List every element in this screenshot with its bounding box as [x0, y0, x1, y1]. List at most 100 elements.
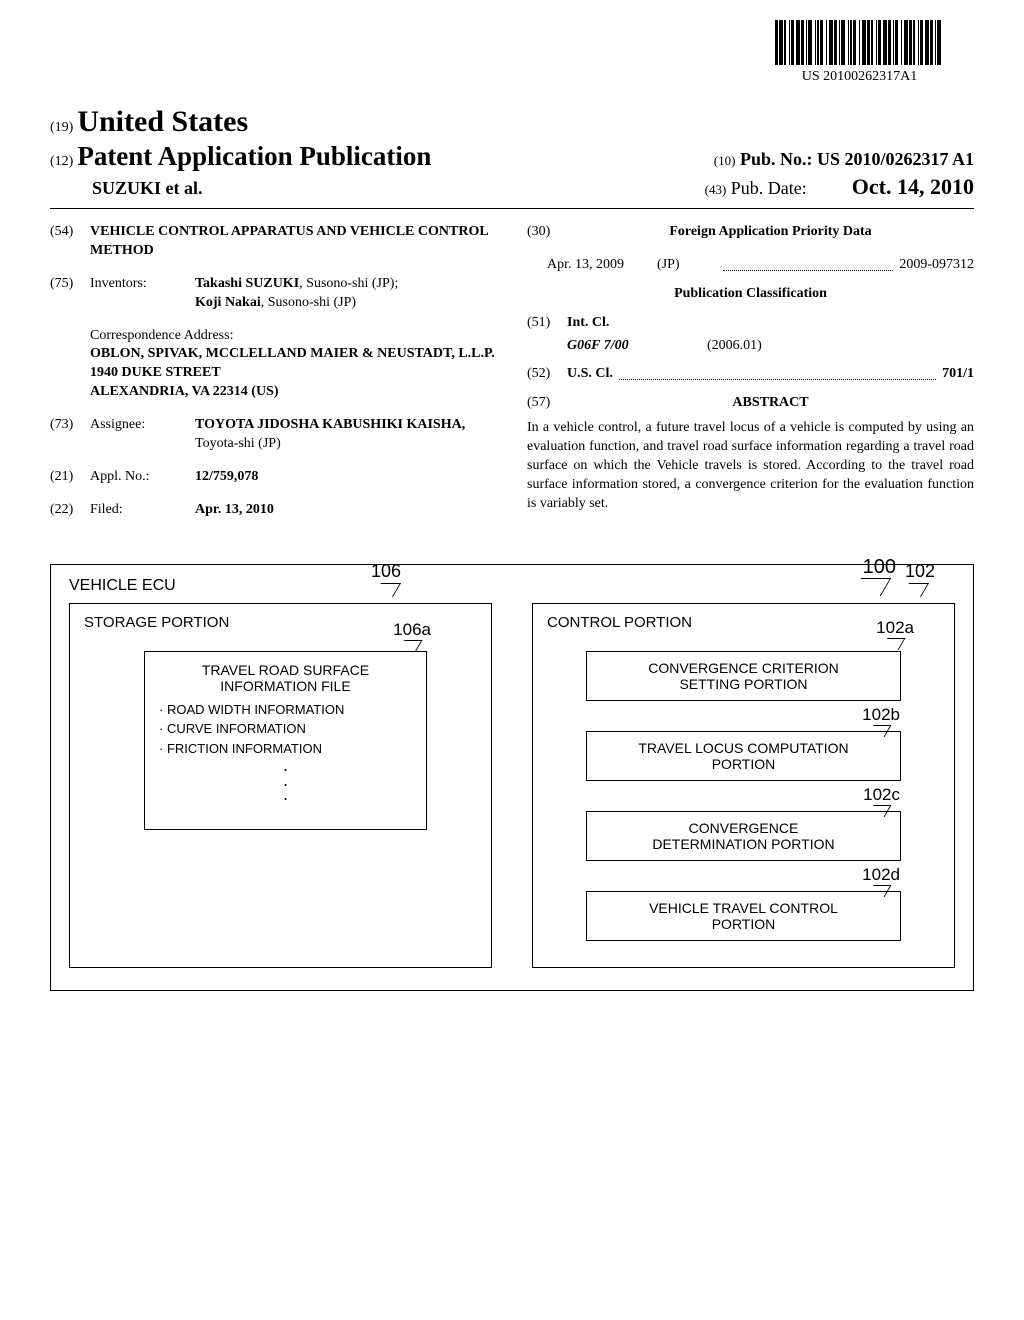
field-22-num: (22)	[50, 501, 90, 520]
pub-no-label: Pub. No.:	[740, 149, 813, 169]
barcode-block: US 20100262317A1	[775, 20, 944, 85]
field-73-label: Assignee:	[90, 416, 195, 454]
field-75-label: Inventors:	[90, 275, 195, 313]
corr-head: Correspondence Address:	[90, 327, 497, 346]
box-102a-l2: SETTING PORTION	[597, 676, 889, 692]
corr-line-3: ALEXANDRIA, VA 22314 (US)	[90, 383, 497, 402]
ref-102c: 102c	[863, 785, 900, 805]
field-22: (22) Filed: Apr. 13, 2010	[50, 501, 497, 520]
bullet-3: · FRICTION INFORMATION	[159, 739, 412, 759]
field-73: (73) Assignee: TOYOTA JIDOSHA KABUSHIKI …	[50, 416, 497, 454]
abstract-text: In a vehicle control, a future travel lo…	[527, 419, 974, 513]
bullet-2: · CURVE INFORMATION	[159, 719, 412, 739]
file-title-1: TRAVEL ROAD SURFACE	[159, 662, 412, 678]
ref-102d: 102d	[862, 865, 900, 885]
dot-leader	[723, 256, 893, 271]
appl-no: 12/759,078	[195, 469, 258, 484]
vertical-dots: ···	[159, 762, 412, 805]
field-73-num: (73)	[50, 416, 90, 454]
authors: SUZUKI et al.	[92, 178, 203, 199]
code-10: (10)	[714, 153, 736, 168]
field-57-num: (57)	[527, 394, 567, 413]
intcl-row: G06F 7/00 (2006.01)	[567, 337, 974, 356]
field-30-num: (30)	[527, 223, 567, 242]
box-102c-l1: CONVERGENCE	[597, 820, 889, 836]
box-102b-l1: TRAVEL LOCUS COMPUTATION	[597, 740, 889, 756]
field-21-num: (21)	[50, 468, 90, 487]
box-102b: TRAVEL LOCUS COMPUTATION PORTION	[586, 731, 900, 781]
intcl-year: (2006.01)	[707, 337, 762, 356]
filed-date: Apr. 13, 2010	[195, 502, 274, 517]
ecu-box: VEHICLE ECU 106 102 STORAGE PORTION 106a…	[50, 564, 974, 991]
inventor-2-name: Koji Nakai	[195, 295, 261, 310]
control-panel: CONTROL PORTION 102a CONVERGENCE CRITERI…	[532, 603, 955, 968]
corr-line-2: 1940 DUKE STREET	[90, 364, 497, 383]
left-column: (54) VEHICLE CONTROL APPARATUS AND VEHIC…	[50, 223, 497, 534]
pub-date-label: Pub. Date:	[731, 178, 807, 198]
code-12: (12)	[50, 154, 73, 169]
field-51: (51) Int. Cl.	[527, 314, 974, 333]
country-name: United States	[77, 105, 248, 138]
diagram: 100 VEHICLE ECU 106 102 STORAGE PORTION …	[50, 564, 974, 991]
box-102d-l1: VEHICLE TRAVEL CONTROL	[597, 900, 889, 916]
box-102d: VEHICLE TRAVEL CONTROL PORTION	[586, 891, 900, 941]
ref-102: 102	[905, 561, 935, 582]
field-21: (21) Appl. No.: 12/759,078	[50, 468, 497, 487]
field-54: (54) VEHICLE CONTROL APPARATUS AND VEHIC…	[50, 223, 497, 261]
file-box: TRAVEL ROAD SURFACE INFORMATION FILE · R…	[144, 651, 427, 831]
pub-no-value: US 2010/0262317 A1	[817, 149, 974, 169]
inventor-2-loc: , Susono-shi (JP)	[261, 295, 356, 310]
field-75-num: (75)	[50, 275, 90, 313]
bullet-1: · ROAD WIDTH INFORMATION	[159, 700, 412, 720]
box-102a: CONVERGENCE CRITERION SETTING PORTION	[586, 651, 900, 701]
pub-date-block: (43) Pub. Date: Oct. 14, 2010	[705, 174, 974, 200]
code-19: (19)	[50, 120, 73, 135]
pub-no-block: (10) Pub. No.: US 2010/0262317 A1	[714, 149, 974, 170]
priority-appnum: 2009-097312	[899, 256, 974, 275]
dot-leader-2	[619, 365, 936, 380]
header: (19) United States (12) Patent Applicati…	[50, 105, 974, 200]
field-54-num: (54)	[50, 223, 90, 261]
barcode-graphic	[775, 20, 944, 65]
barcode-text: US 20100262317A1	[775, 69, 944, 85]
corr-line-1: OBLON, SPIVAK, MCCLELLAND MAIER & NEUSTA…	[90, 345, 497, 364]
field-52-num: (52)	[527, 365, 567, 384]
ref-106: 106	[371, 561, 401, 582]
field-57: (57) ABSTRACT	[527, 394, 974, 413]
field-52-label: U.S. Cl.	[567, 365, 613, 384]
field-75: (75) Inventors: Takashi SUZUKI, Susono-s…	[50, 275, 497, 313]
ref-102b: 102b	[862, 705, 900, 725]
ref-102a: 102a	[876, 618, 914, 638]
inventor-1-loc: , Susono-shi (JP);	[299, 276, 398, 291]
file-title-2: INFORMATION FILE	[159, 678, 412, 694]
right-column: (30) Foreign Application Priority Data A…	[527, 223, 974, 534]
box-102c-l2: DETERMINATION PORTION	[597, 836, 889, 852]
box-102d-l2: PORTION	[597, 916, 889, 932]
field-21-label: Appl. No.:	[90, 468, 195, 487]
field-22-label: Filed:	[90, 501, 195, 520]
biblio-columns: (54) VEHICLE CONTROL APPARATUS AND VEHIC…	[50, 223, 974, 534]
field-51-label: Int. Cl.	[567, 314, 609, 333]
priority-country: (JP)	[657, 256, 717, 275]
pub-date-value: Oct. 14, 2010	[852, 174, 974, 199]
box-102c: CONVERGENCE DETERMINATION PORTION	[586, 811, 900, 861]
field-30-title: Foreign Application Priority Data	[567, 223, 974, 242]
box-102b-l2: PORTION	[597, 756, 889, 772]
priority-row: Apr. 13, 2009 (JP) 2009-097312	[527, 256, 974, 275]
field-75-content: Takashi SUZUKI, Susono-shi (JP); Koji Na…	[195, 275, 497, 313]
field-51-num: (51)	[527, 314, 567, 333]
field-54-text: VEHICLE CONTROL APPARATUS AND VEHICLE CO…	[90, 223, 497, 261]
ref-106a: 106a	[393, 620, 431, 640]
field-52: (52) U.S. Cl. 701/1	[527, 365, 974, 384]
box-102a-l1: CONVERGENCE CRITERION	[597, 660, 889, 676]
inventor-1-name: Takashi SUZUKI	[195, 276, 299, 291]
uscl-value: 701/1	[942, 365, 974, 384]
leader-102a	[881, 638, 906, 650]
code-43: (43)	[705, 182, 727, 197]
ecu-title: VEHICLE ECU	[69, 577, 955, 595]
field-30: (30) Foreign Application Priority Data	[527, 223, 974, 242]
field-57-label: ABSTRACT	[567, 394, 974, 413]
divider-rule	[50, 208, 974, 209]
storage-panel: STORAGE PORTION 106a TRAVEL ROAD SURFACE…	[69, 603, 492, 968]
assignee-name: TOYOTA JIDOSHA KABUSHIKI KAISHA,	[195, 417, 465, 432]
